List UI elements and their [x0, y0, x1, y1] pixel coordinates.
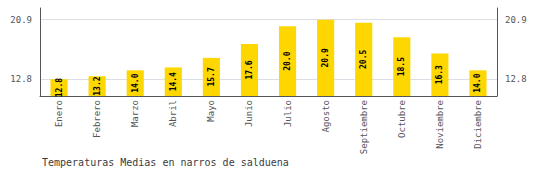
svg-text:Agosto: Agosto: [321, 100, 331, 133]
svg-text:Enero: Enero: [54, 100, 64, 127]
svg-text:Noviembre: Noviembre: [435, 100, 445, 149]
svg-text:20.9: 20.9: [505, 15, 527, 25]
svg-text:14.0: 14.0: [131, 73, 140, 92]
svg-text:Julio: Julio: [283, 100, 293, 127]
svg-text:20.9: 20.9: [321, 48, 330, 67]
svg-text:Abril: Abril: [168, 100, 178, 127]
svg-text:14.4: 14.4: [169, 72, 178, 91]
svg-text:14.0: 14.0: [473, 73, 482, 92]
svg-text:12.8: 12.8: [55, 78, 64, 97]
svg-text:Marzo: Marzo: [130, 100, 140, 127]
svg-text:Octubre: Octubre: [397, 100, 407, 138]
svg-text:20.9: 20.9: [10, 15, 32, 25]
svg-text:20.5: 20.5: [359, 50, 368, 69]
svg-text:Mayo: Mayo: [206, 100, 216, 122]
svg-text:20.0: 20.0: [283, 51, 292, 70]
svg-text:Diciembre: Diciembre: [473, 100, 483, 149]
svg-text:17.6: 17.6: [245, 60, 254, 79]
svg-text:12.8: 12.8: [10, 74, 32, 84]
svg-text:16.3: 16.3: [435, 65, 444, 84]
svg-text:Febrero: Febrero: [92, 100, 102, 138]
svg-text:Septiembre: Septiembre: [359, 100, 369, 154]
svg-text:Junio: Junio: [244, 100, 254, 127]
svg-text:13.2: 13.2: [93, 76, 102, 95]
svg-text:18.5: 18.5: [397, 57, 406, 76]
svg-text:Temperaturas Medias en narros: Temperaturas Medias en narros de salduen…: [42, 157, 289, 168]
svg-text:15.7: 15.7: [207, 67, 216, 86]
svg-text:12.8: 12.8: [505, 74, 527, 84]
